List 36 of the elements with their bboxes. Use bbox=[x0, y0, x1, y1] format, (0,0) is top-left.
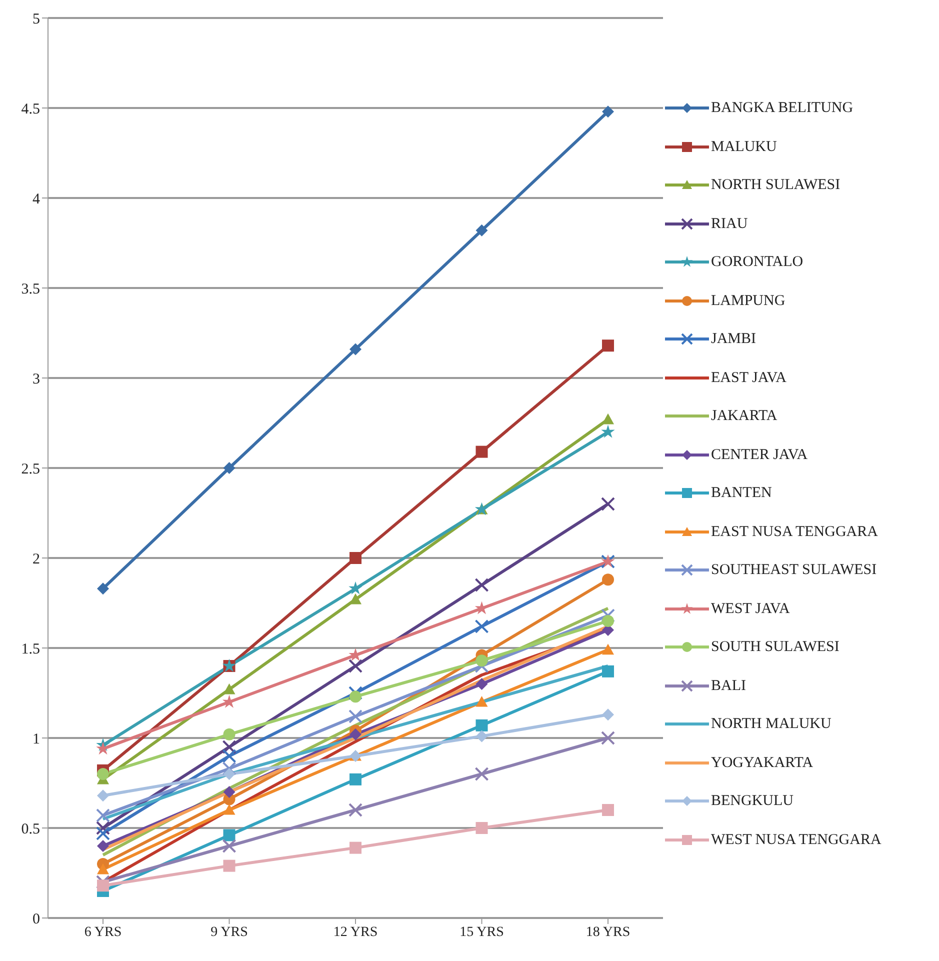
x-tick-label: 9 YRS bbox=[210, 924, 248, 940]
legend-label: EAST NUSA TENGGARA bbox=[711, 522, 878, 542]
x-tick-label: 18 YRS bbox=[586, 924, 630, 940]
legend-label: WEST NUSA TENGGARA bbox=[711, 830, 882, 850]
y-tick-label: 1.5 bbox=[21, 641, 40, 658]
legend-label: NORTH SULAWESI bbox=[711, 176, 840, 195]
legend-label: BANGKA BELITUNG bbox=[711, 99, 854, 118]
y-tick-label: 0 bbox=[32, 911, 40, 928]
x-tick-label: 12 YRS bbox=[333, 924, 378, 940]
legend-label: GORONTALO bbox=[711, 253, 804, 272]
legend-label: RIAU bbox=[711, 214, 748, 234]
legend-label: SOUTH SULAWESI bbox=[711, 638, 840, 657]
legend-label: JAMBI bbox=[711, 330, 756, 349]
x-tick-label: 15 YRS bbox=[460, 924, 504, 940]
x-tick-label: 6 YRS bbox=[84, 924, 122, 940]
y-tick-label: 0.5 bbox=[21, 821, 40, 838]
y-tick-label: 2 bbox=[32, 551, 40, 568]
y-tick-label: 4.5 bbox=[21, 101, 40, 118]
y-tick-label: 4 bbox=[32, 191, 40, 208]
legend-label: SOUTHEAST SULAWESI bbox=[711, 561, 877, 580]
y-tick-label: 2.5 bbox=[21, 461, 40, 478]
legend-label: CENTER JAVA bbox=[711, 446, 808, 464]
y-tick-label: 5 bbox=[32, 11, 40, 28]
legend-label: MALUKU bbox=[711, 138, 777, 156]
legend-label: BANTEN bbox=[711, 484, 772, 503]
legend-label: WEST JAVA bbox=[711, 600, 790, 618]
legend-label: BALI bbox=[711, 676, 746, 696]
legend-label: BENGKULU bbox=[711, 792, 794, 811]
legend-label: NORTH MALUKU bbox=[711, 715, 832, 734]
y-tick-label: 1 bbox=[32, 731, 40, 748]
legend-label: LAMPUNG bbox=[711, 292, 786, 310]
legend-label: EAST JAVA bbox=[711, 368, 786, 388]
legend-label: JAKARTA bbox=[711, 407, 778, 426]
y-tick-label: 3 bbox=[32, 371, 40, 388]
y-tick-label: 3.5 bbox=[21, 281, 40, 298]
legend-label: YOGYAKARTA bbox=[711, 754, 814, 772]
